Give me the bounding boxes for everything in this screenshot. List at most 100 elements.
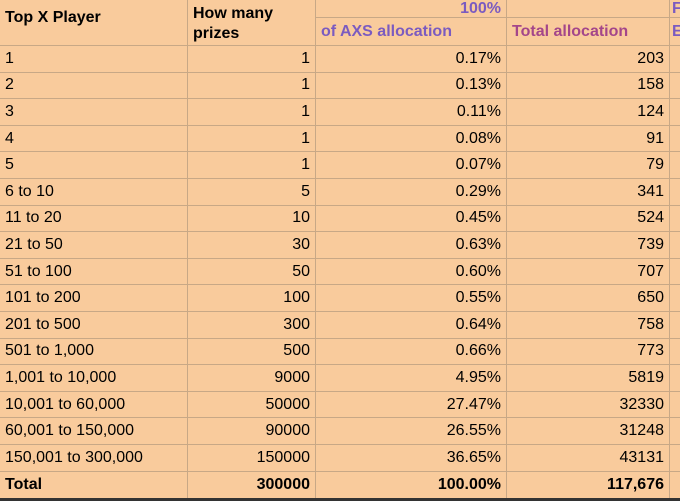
tier-cell[interactable]: 1,001 to 10,000: [0, 365, 188, 391]
allocation-cell[interactable]: 650: [507, 285, 670, 311]
prizes-cell[interactable]: 1: [188, 99, 316, 125]
allocation-cell[interactable]: 32330: [507, 391, 670, 418]
table-row: 6 to 10 5 0.29% 341: [0, 179, 680, 206]
partial-column-cell[interactable]: [670, 392, 680, 418]
partial-column-cell[interactable]: [670, 339, 680, 365]
partial-column-cell[interactable]: [670, 285, 680, 311]
tier-cell[interactable]: 11 to 20: [0, 205, 188, 232]
header-percent-label: 100%: [316, 0, 506, 18]
tier-cell[interactable]: 1: [0, 46, 188, 72]
total-row: Total 300000 100.00% 117,676: [0, 471, 680, 501]
table-row: 101 to 200 100 0.55% 650: [0, 285, 680, 312]
tier-cell[interactable]: 51 to 100: [0, 258, 188, 285]
percent-cell[interactable]: 27.47%: [316, 391, 507, 418]
percent-cell[interactable]: 0.63%: [316, 232, 507, 258]
prizes-cell[interactable]: 9000: [188, 365, 316, 391]
tier-cell[interactable]: 60,001 to 150,000: [0, 418, 188, 444]
percent-cell[interactable]: 0.08%: [316, 125, 507, 152]
header-total-allocation[interactable]: Total allocation: [507, 0, 670, 45]
allocation-cell[interactable]: 707: [507, 258, 670, 285]
allocation-cell[interactable]: 158: [507, 72, 670, 99]
table-row: 2 1 0.13% 158: [0, 72, 680, 100]
prizes-cell[interactable]: 100: [188, 285, 316, 311]
table-row: 1,001 to 10,000 9000 4.95% 5819: [0, 365, 680, 392]
partial-column-cell[interactable]: [670, 126, 680, 152]
prizes-cell[interactable]: 1: [188, 125, 316, 152]
table-row: 10,001 to 60,000 50000 27.47% 32330: [0, 391, 680, 419]
header-axs-allocation[interactable]: 100% of AXS allocation: [316, 0, 507, 45]
prizes-cell[interactable]: 1: [188, 152, 316, 178]
allocation-cell[interactable]: 341: [507, 179, 670, 205]
header-top-x-player[interactable]: Top X Player: [0, 0, 188, 45]
header-how-many-prizes[interactable]: How many prizes: [188, 0, 316, 45]
percent-cell[interactable]: 0.45%: [316, 205, 507, 232]
allocation-cell[interactable]: 758: [507, 312, 670, 338]
partial-column-cell[interactable]: [670, 445, 680, 471]
tier-cell[interactable]: 3: [0, 99, 188, 125]
tier-cell[interactable]: 21 to 50: [0, 232, 188, 258]
allocation-cell[interactable]: 91: [507, 125, 670, 152]
total-percent-cell[interactable]: 100.00%: [316, 471, 507, 498]
allocation-cell[interactable]: 79: [507, 152, 670, 178]
tier-cell[interactable]: 4: [0, 125, 188, 152]
tier-cell[interactable]: 6 to 10: [0, 179, 188, 205]
allocation-cell[interactable]: 5819: [507, 365, 670, 391]
tier-cell[interactable]: 150,001 to 300,000: [0, 445, 188, 471]
header-partial-top: F: [670, 0, 680, 18]
tier-cell[interactable]: 10,001 to 60,000: [0, 391, 188, 418]
percent-cell[interactable]: 26.55%: [316, 418, 507, 444]
percent-cell[interactable]: 4.95%: [316, 365, 507, 391]
prizes-cell[interactable]: 150000: [188, 445, 316, 471]
allocation-cell[interactable]: 43131: [507, 445, 670, 471]
prizes-cell[interactable]: 1: [188, 46, 316, 72]
allocation-cell[interactable]: 203: [507, 46, 670, 72]
partial-column-cell[interactable]: [670, 179, 680, 205]
partial-column-cell[interactable]: [670, 73, 680, 99]
partial-column-cell[interactable]: [670, 418, 680, 444]
prizes-cell[interactable]: 5: [188, 179, 316, 205]
prizes-cell[interactable]: 300: [188, 312, 316, 338]
percent-cell[interactable]: 0.64%: [316, 312, 507, 338]
tier-cell[interactable]: 201 to 500: [0, 312, 188, 338]
total-allocation-cell[interactable]: 117,676: [507, 471, 670, 498]
partial-column-cell[interactable]: [670, 365, 680, 391]
partial-column-cell[interactable]: [670, 206, 680, 232]
header-total-allocation-top: [507, 0, 669, 18]
percent-cell[interactable]: 0.55%: [316, 285, 507, 311]
prizes-cell[interactable]: 90000: [188, 418, 316, 444]
allocation-cell[interactable]: 773: [507, 338, 670, 365]
prizes-cell[interactable]: 500: [188, 338, 316, 365]
percent-cell[interactable]: 0.66%: [316, 338, 507, 365]
prizes-cell[interactable]: 10: [188, 205, 316, 232]
header-total-allocation-label: Total allocation: [512, 23, 629, 40]
allocation-cell[interactable]: 739: [507, 232, 670, 258]
allocation-cell[interactable]: 524: [507, 205, 670, 232]
tier-cell[interactable]: 2: [0, 72, 188, 99]
partial-column-cell[interactable]: [670, 232, 680, 258]
tier-cell[interactable]: 501 to 1,000: [0, 338, 188, 365]
percent-cell[interactable]: 0.17%: [316, 46, 507, 72]
prizes-cell[interactable]: 50000: [188, 391, 316, 418]
partial-column-cell[interactable]: [670, 472, 680, 498]
partial-column-cell[interactable]: [670, 259, 680, 285]
prizes-cell[interactable]: 30: [188, 232, 316, 258]
percent-cell[interactable]: 36.65%: [316, 445, 507, 471]
tier-cell[interactable]: 101 to 200: [0, 285, 188, 311]
percent-cell[interactable]: 0.13%: [316, 72, 507, 99]
partial-column-cell[interactable]: [670, 46, 680, 72]
percent-cell[interactable]: 0.60%: [316, 258, 507, 285]
total-prizes-cell[interactable]: 300000: [188, 471, 316, 498]
allocation-cell[interactable]: 31248: [507, 418, 670, 444]
total-label-cell[interactable]: Total: [0, 471, 188, 498]
prizes-cell[interactable]: 50: [188, 258, 316, 285]
allocation-cell[interactable]: 124: [507, 99, 670, 125]
percent-cell[interactable]: 0.07%: [316, 152, 507, 178]
percent-cell[interactable]: 0.11%: [316, 99, 507, 125]
partial-column-cell[interactable]: [670, 152, 680, 178]
tier-cell[interactable]: 5: [0, 152, 188, 178]
prizes-cell[interactable]: 1: [188, 72, 316, 99]
percent-cell[interactable]: 0.29%: [316, 179, 507, 205]
partial-column-cell[interactable]: [670, 99, 680, 125]
partial-column-cell[interactable]: [670, 312, 680, 338]
header-partial-column[interactable]: F E: [670, 0, 680, 45]
